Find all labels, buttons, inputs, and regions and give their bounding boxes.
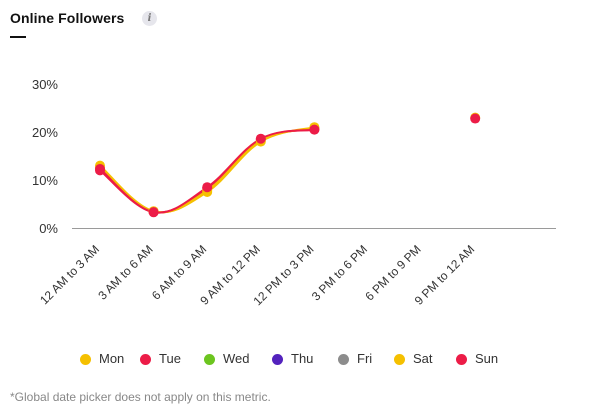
y-tick-label: 20% [32,125,58,140]
data-point-sun[interactable] [309,124,320,135]
legend-label: Sun [475,351,499,366]
data-point-sun[interactable] [148,207,159,218]
series-points [95,112,481,218]
legend-label: Fri [357,351,373,366]
footnote: *Global date picker does not apply on th… [10,390,271,404]
legend-swatch [456,354,467,365]
legend-label: Thu [291,351,314,366]
chart-title: Online Followers [10,10,125,26]
legend-swatch [80,354,91,365]
legend-swatch [338,354,349,365]
legend-swatch [140,354,151,365]
data-point-sun[interactable] [95,163,105,174]
legend-label: Sat [413,351,433,366]
x-tick-label: 12 AM to 3 AM [37,242,102,307]
x-tick-label: 6 AM to 9 AM [149,242,209,302]
x-axis: 12 AM to 3 AM3 AM to 6 AM6 AM to 9 AM9 A… [37,242,477,308]
legend-swatch [204,354,215,365]
legend-swatch [272,354,283,365]
x-tick-label: 3 PM to 6 PM [309,242,370,303]
y-tick-label: 10% [32,173,58,188]
legend-label: Tue [159,351,181,366]
data-point-sun[interactable] [202,182,213,193]
legend-label: Wed [223,351,250,366]
title-underline [10,36,26,38]
y-tick-label: 30% [32,77,58,92]
x-tick-label: 3 AM to 6 AM [95,242,155,302]
series-lines [99,126,316,214]
chart-header: Online Followers i [10,10,157,38]
y-tick-label: 0% [39,221,58,236]
y-axis: 0% 10% 20% 30% [32,77,58,236]
legend-label: Mon [99,351,125,366]
info-icon[interactable]: i [142,11,157,26]
legend-swatch [394,354,405,365]
data-point-sun[interactable] [470,113,481,124]
data-point-sun[interactable] [255,133,266,144]
line-chart: 0% 10% 20% 30% 12 AM to 3 AM3 AM to 6 AM6 A… [32,77,556,308]
series-line-sun [99,128,316,214]
